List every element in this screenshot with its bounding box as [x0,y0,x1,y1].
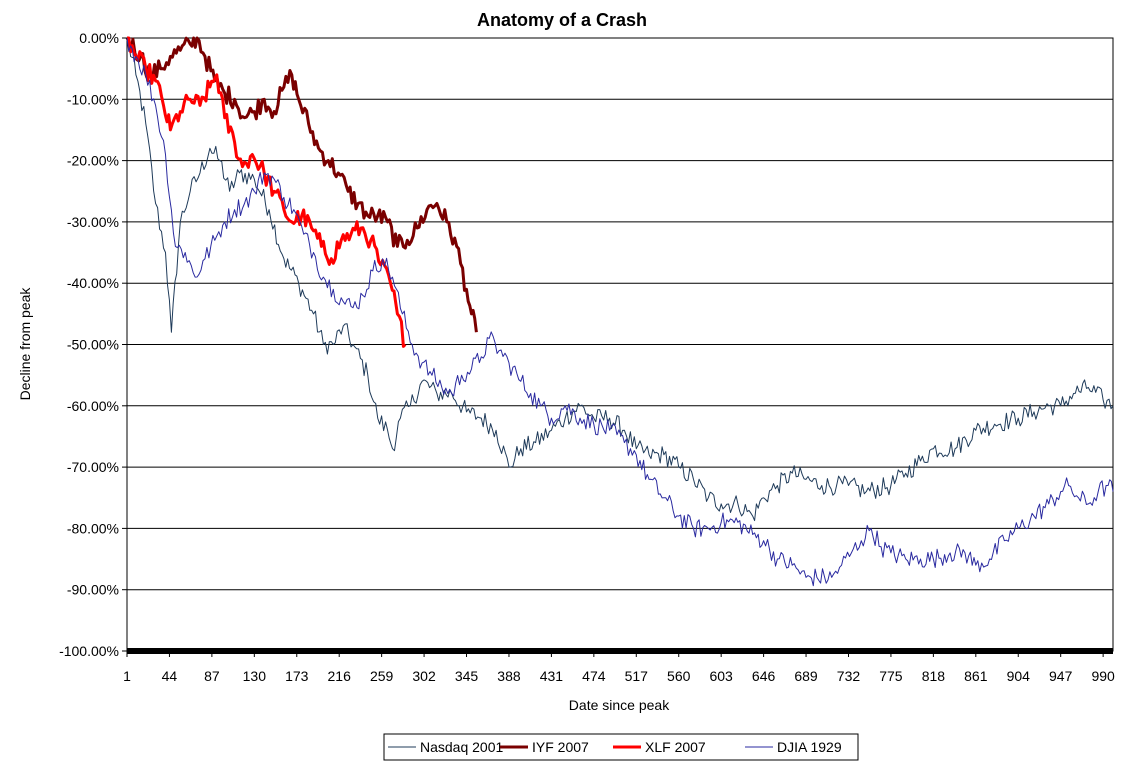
x-axis-label: Date since peak [569,697,670,713]
legend-label: XLF 2007 [645,739,706,755]
x-tick-label: 345 [455,668,479,684]
x-tick-label: 259 [370,668,394,684]
x-tick-label: 775 [879,668,903,684]
x-tick-label: 990 [1091,668,1115,684]
x-tick-label: 44 [162,668,178,684]
x-tick-label: 302 [412,668,436,684]
legend-label: DJIA 1929 [777,739,842,755]
y-tick-label: -20.00% [67,153,119,169]
x-tick-label: 947 [1049,668,1073,684]
series-line-2 [125,36,478,333]
series-layer [125,36,1114,587]
plot-area [125,36,1114,654]
y-axis-label: Decline from peak [17,287,33,401]
x-tick-labels: 1 44 87 130 173 216 259 302 345 388 431 474 517 560 60… [123,651,1115,684]
series-line-1 [126,37,1114,522]
x-tick-label: 517 [625,668,649,684]
gridlines [127,98,1113,591]
y-tick-label: -100.00% [59,643,119,659]
x-tick-label: 388 [497,668,521,684]
y-tick-labels: 0.00% -10.00% -20.00% -30.00% -40.00% -50.00%… [59,30,127,659]
x-tick-label: 474 [582,668,606,684]
series-line-4 [126,37,1114,587]
x-tick-label: 87 [204,668,220,684]
x-tick-label: 904 [1007,668,1031,684]
legend-label: IYF 2007 [532,739,589,755]
x-tick-label: 646 [752,668,776,684]
y-tick-label: -40.00% [67,275,119,291]
x-tick-label: 603 [709,668,733,684]
series-line-3 [127,36,407,348]
x-tick-label: 861 [964,668,988,684]
x-tick-label: 130 [243,668,267,684]
chart-title: Anatomy of a Crash [477,10,647,30]
x-tick-label: 560 [667,668,691,684]
x-tick-label: 431 [540,668,564,684]
y-tick-label: -70.00% [67,459,119,475]
x-tick-label: 689 [794,668,818,684]
x-tick-label: 732 [837,668,861,684]
y-tick-label: -30.00% [67,214,119,230]
x-tick-label: 173 [285,668,309,684]
y-tick-label: 0.00% [79,30,119,46]
y-tick-label: -90.00% [67,582,119,598]
legend-label: Nasdaq 2001 [420,739,504,755]
x-tick-label: 216 [328,668,352,684]
y-tick-label: -50.00% [67,337,119,353]
y-tick-label: -10.00% [67,91,119,107]
y-tick-label: -60.00% [67,398,119,414]
x-tick-label: 818 [922,668,946,684]
legend: Nasdaq 2001 IYF 2007 XLF 2007 DJIA 1929 [383,733,859,761]
y-tick-label: -80.00% [67,520,119,536]
x-tick-label: 1 [123,668,131,684]
